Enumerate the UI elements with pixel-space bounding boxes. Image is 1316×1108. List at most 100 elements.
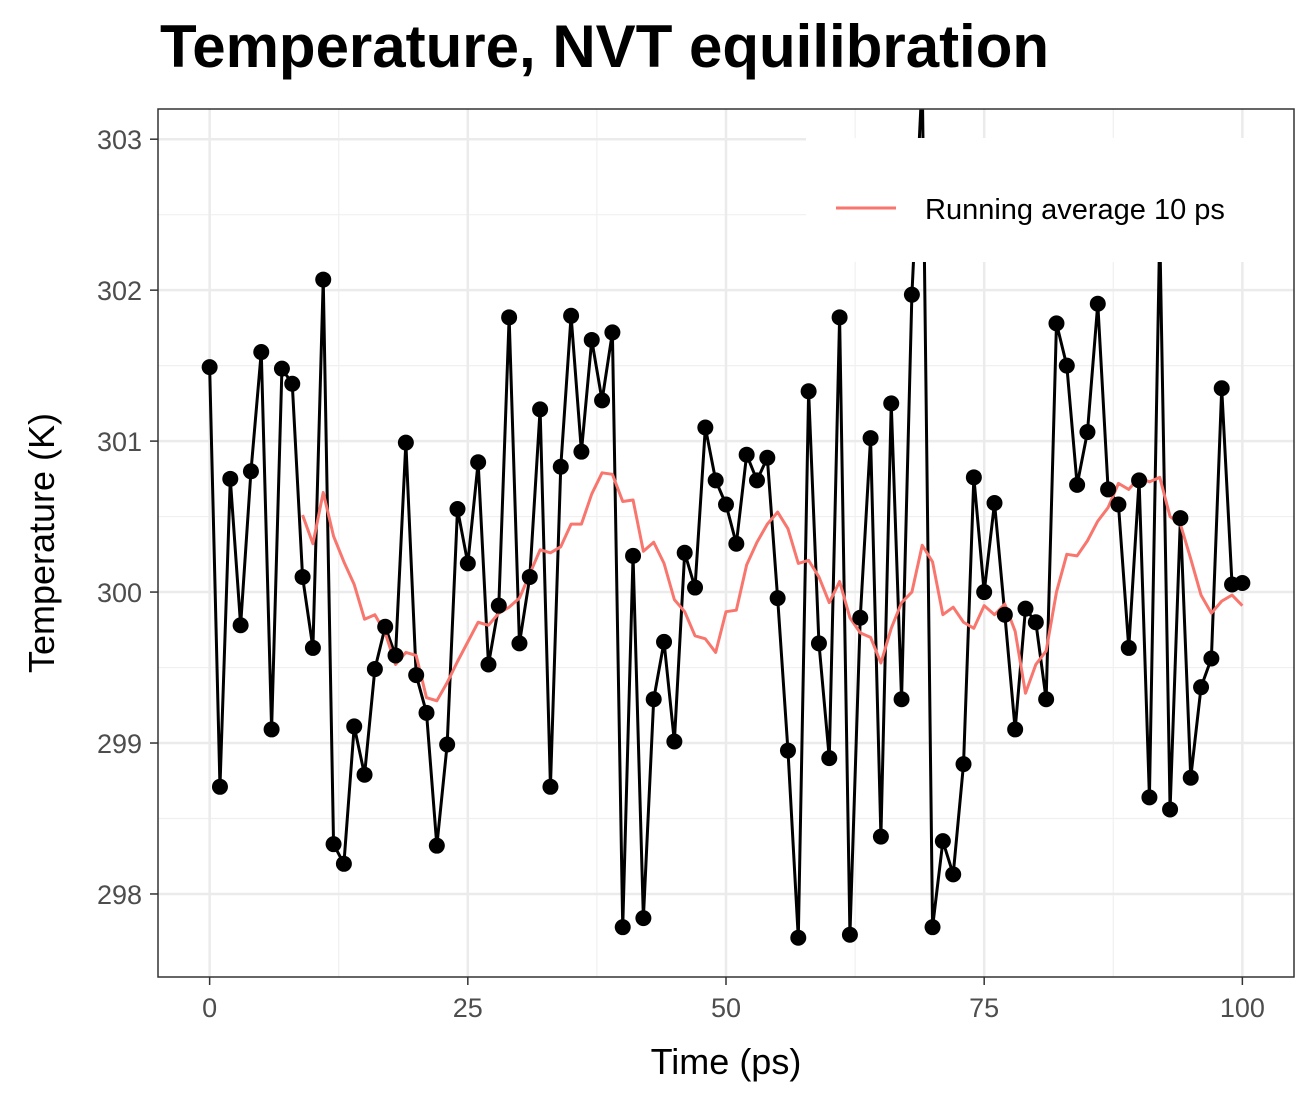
data-point-temperature <box>346 718 363 735</box>
data-point-temperature <box>304 639 321 656</box>
data-point-temperature <box>790 929 807 946</box>
data-point-temperature <box>1038 691 1055 708</box>
data-point-temperature <box>583 331 600 348</box>
data-point-temperature <box>1141 789 1158 806</box>
data-point-temperature <box>273 360 290 377</box>
data-point-temperature <box>1069 476 1086 493</box>
data-point-temperature <box>625 547 642 564</box>
data-point-temperature <box>594 392 611 409</box>
data-point-temperature <box>542 778 559 795</box>
series-line-running-average <box>301 471 1244 703</box>
data-point-temperature <box>697 419 714 436</box>
data-point-temperature <box>852 609 869 626</box>
data-point-temperature <box>1203 650 1220 667</box>
data-point-temperature <box>459 555 476 572</box>
data-point-temperature <box>769 590 786 607</box>
legend-background <box>806 138 1296 262</box>
data-point-temperature <box>511 635 528 652</box>
data-point-temperature <box>439 736 456 753</box>
data-point-temperature <box>676 544 693 561</box>
data-point-temperature <box>666 733 683 750</box>
data-point-temperature <box>387 647 404 664</box>
data-point-temperature <box>428 837 445 854</box>
data-point-temperature <box>490 597 507 614</box>
data-point-temperature <box>253 344 270 361</box>
data-point-temperature <box>687 579 704 596</box>
data-point-temperature <box>718 496 734 513</box>
data-point-temperature <box>831 309 848 326</box>
data-point-temperature <box>986 494 1003 511</box>
data-point-temperature <box>996 606 1013 623</box>
legend: Running average 10 ps <box>806 138 1296 262</box>
series-layer <box>201 71 1251 946</box>
chart-title: Temperature, NVT equilibration <box>160 13 1050 80</box>
data-point-temperature <box>408 667 425 684</box>
data-point-temperature <box>1213 380 1230 397</box>
y-tick-label: 301 <box>97 427 142 457</box>
data-point-temperature <box>315 271 332 288</box>
data-point-temperature <box>1110 496 1127 513</box>
data-point-temperature <box>470 454 487 471</box>
data-point-temperature <box>501 309 518 326</box>
data-point-temperature <box>893 691 910 708</box>
data-point-temperature <box>914 71 930 87</box>
y-tick-label: 300 <box>97 578 142 608</box>
data-point-temperature <box>955 756 972 773</box>
data-point-temperature <box>232 617 249 634</box>
data-point-temperature <box>821 750 838 767</box>
data-point-temperature <box>222 470 239 487</box>
x-axis: 0 25 50 75 100 <box>202 977 1265 1023</box>
data-point-temperature <box>1058 357 1075 374</box>
data-point-temperature <box>604 324 621 341</box>
data-point-temperature <box>480 656 497 673</box>
x-tick-label: 50 <box>711 993 741 1023</box>
data-point-temperature <box>965 469 982 486</box>
y-tick-label: 298 <box>97 880 142 910</box>
data-point-temperature <box>1048 315 1065 332</box>
data-point-temperature <box>1193 679 1210 696</box>
x-tick-label: 100 <box>1220 993 1265 1023</box>
data-point-temperature <box>521 568 538 585</box>
x-tick-label: 75 <box>969 993 999 1023</box>
data-point-temperature <box>934 833 951 850</box>
data-point-temperature <box>211 778 228 795</box>
x-tick-label: 25 <box>453 993 483 1023</box>
data-point-temperature <box>552 458 569 475</box>
data-point-temperature <box>841 926 858 943</box>
data-point-temperature <box>325 836 342 853</box>
data-point-temperature <box>759 449 776 466</box>
data-point-temperature <box>1079 424 1096 441</box>
data-point-temperature <box>614 919 631 936</box>
data-point-temperature <box>1182 769 1199 786</box>
data-point-temperature <box>728 535 745 552</box>
data-point-temperature <box>263 721 280 738</box>
data-point-temperature <box>1234 575 1251 592</box>
data-point-temperature <box>294 568 311 585</box>
data-point-temperature <box>377 618 394 635</box>
y-tick-label: 299 <box>97 729 142 759</box>
data-point-temperature <box>397 434 414 451</box>
data-point-temperature <box>883 395 900 412</box>
data-point-temperature <box>1162 801 1179 818</box>
data-point-temperature <box>645 691 662 708</box>
data-point-temperature <box>449 501 466 518</box>
data-point-temperature <box>800 383 817 400</box>
data-point-temperature <box>635 910 652 927</box>
data-point-temperature <box>1027 614 1044 631</box>
data-point-temperature <box>976 584 993 601</box>
data-point-temperature <box>1131 472 1148 489</box>
data-point-temperature <box>872 828 889 845</box>
x-axis-title: Time (ps) <box>651 1041 802 1082</box>
data-point-temperature <box>779 742 796 759</box>
data-point-temperature <box>563 307 580 324</box>
data-point-temperature <box>945 866 962 883</box>
data-point-temperature <box>573 443 590 460</box>
data-point-temperature <box>418 704 435 721</box>
data-point-temperature <box>335 855 352 872</box>
y-axis: 298 299 300 301 302 303 <box>97 125 158 910</box>
data-point-temperature <box>903 286 920 303</box>
data-point-temperature <box>1017 600 1034 617</box>
data-point-temperature <box>1100 481 1117 498</box>
data-point-temperature <box>201 359 218 376</box>
